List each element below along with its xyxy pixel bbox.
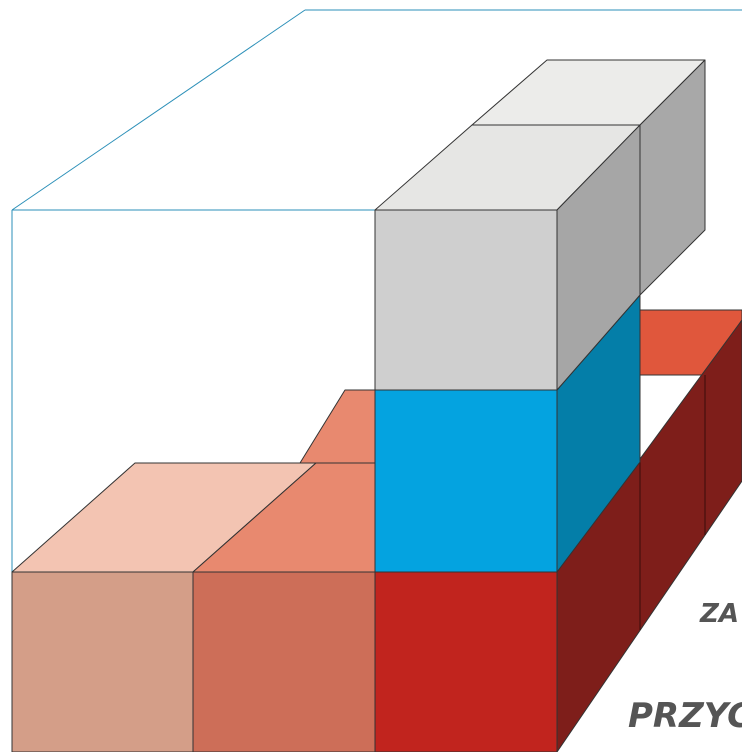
red-blocks bbox=[11, 309, 742, 752]
wire-edge bbox=[11, 9, 306, 211]
block-front bbox=[374, 571, 558, 752]
block-front bbox=[374, 209, 558, 391]
back-block-top bbox=[299, 389, 376, 464]
block-front bbox=[374, 389, 558, 573]
label-lower: PRZYC bbox=[628, 696, 742, 736]
grey-blocks bbox=[374, 59, 706, 391]
block-front bbox=[192, 571, 376, 752]
label-upper: ZA bbox=[699, 599, 739, 629]
block-front bbox=[11, 571, 194, 752]
wire-box bbox=[11, 9, 742, 572]
